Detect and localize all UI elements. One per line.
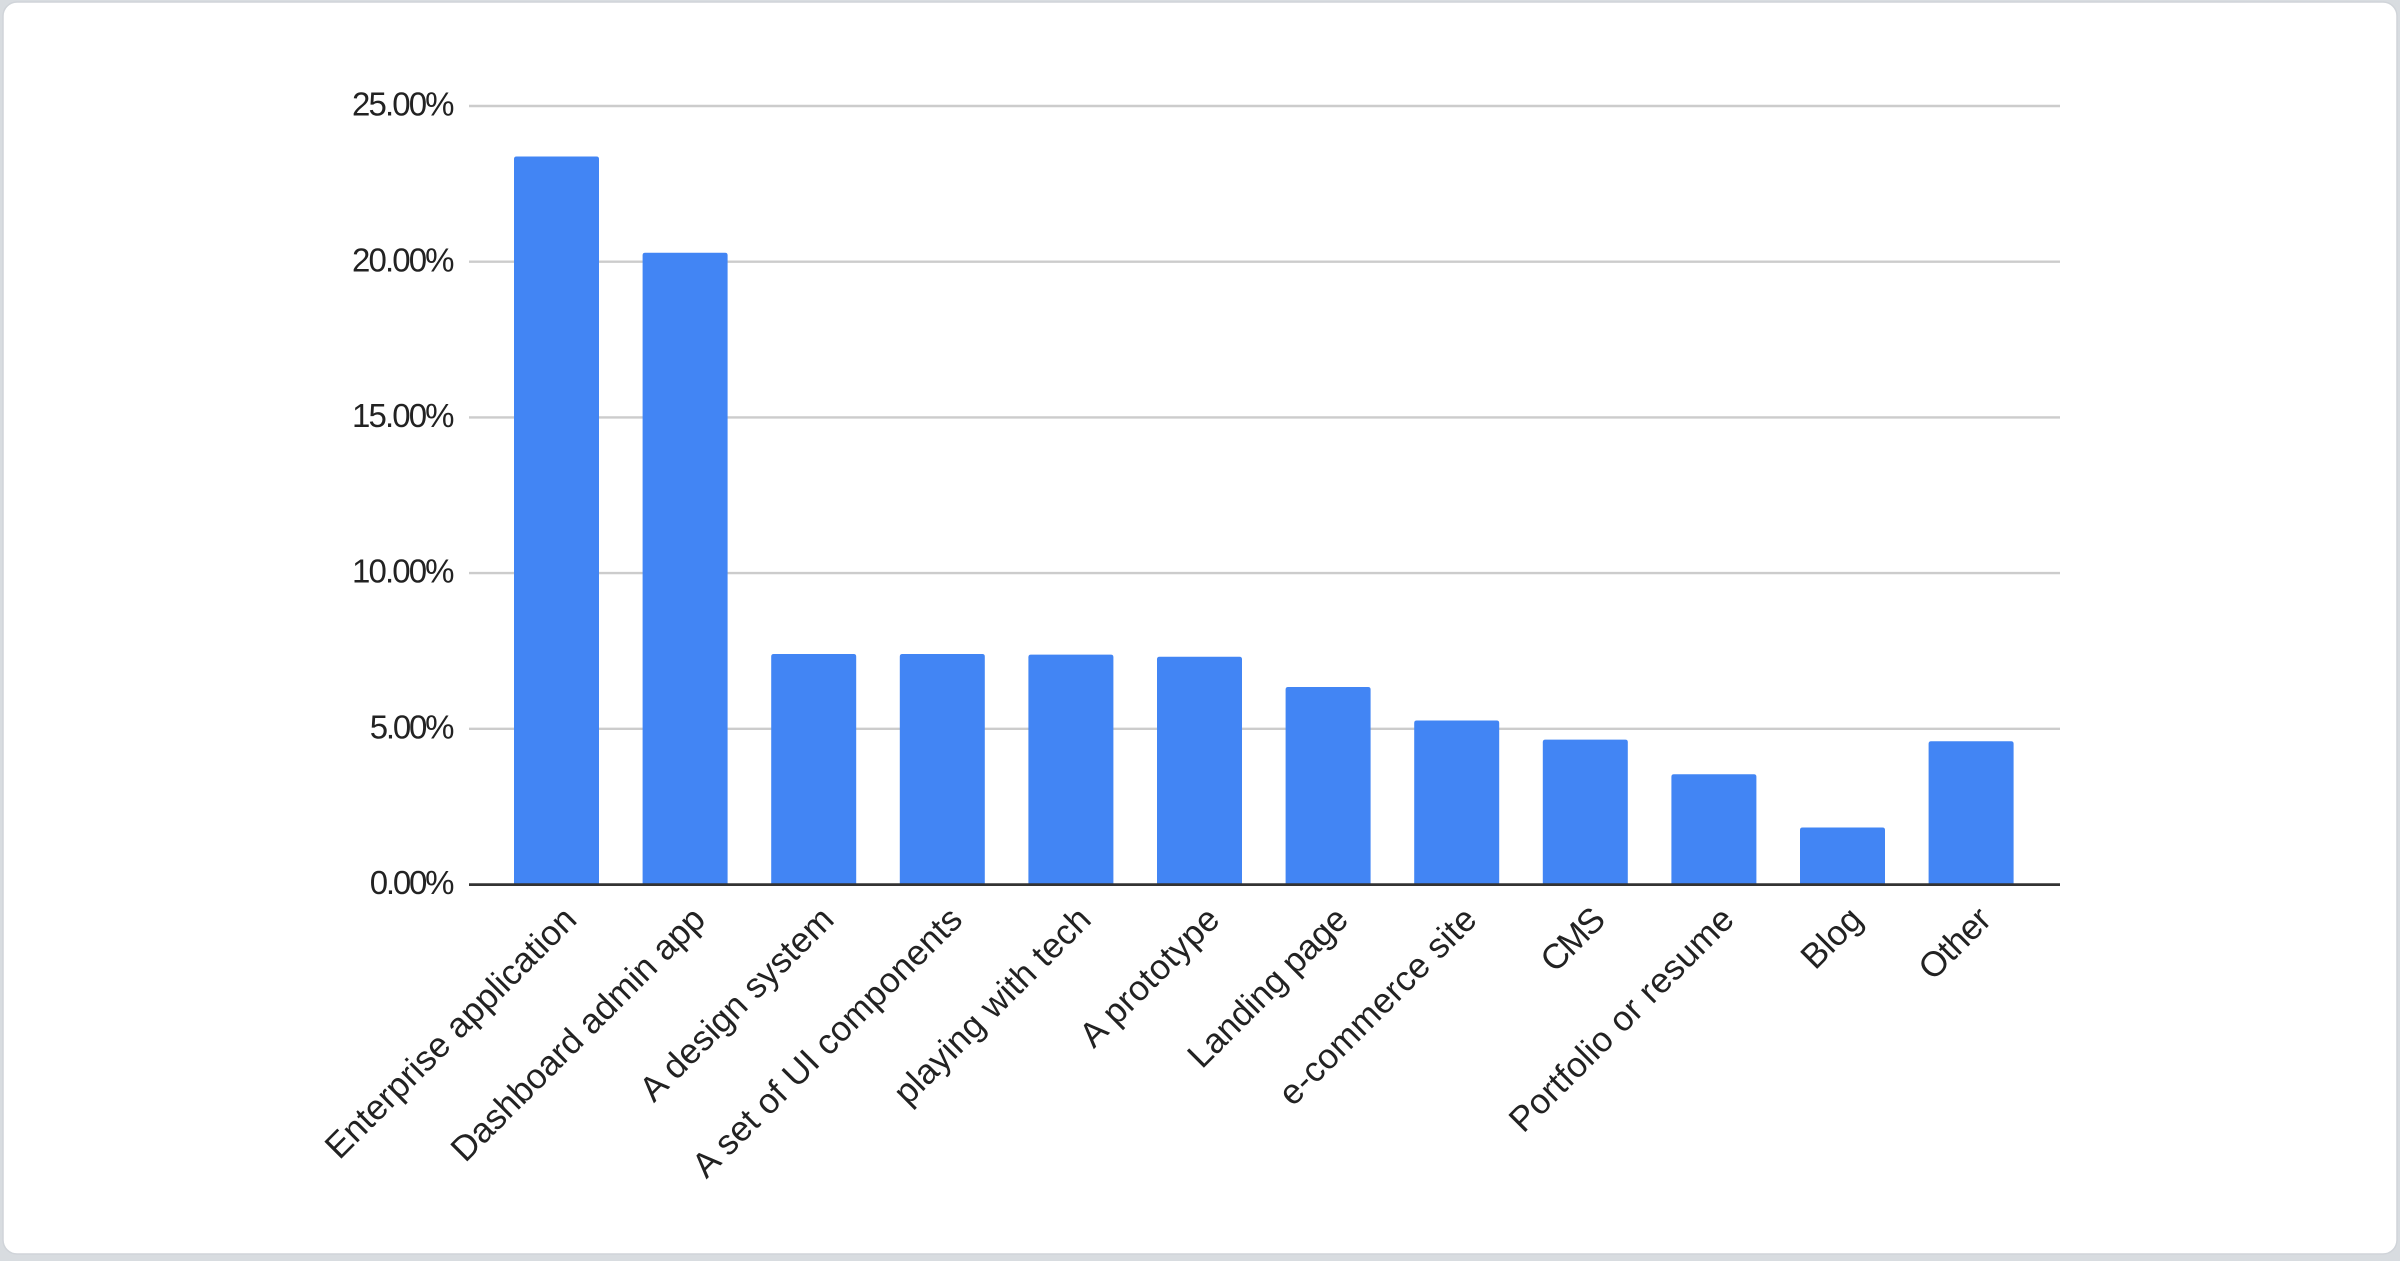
- svg-text:20.00%: 20.00%: [352, 241, 455, 278]
- svg-text:5.00%: 5.00%: [370, 708, 455, 745]
- svg-text:0.00%: 0.00%: [370, 864, 455, 901]
- svg-text:25.00%: 25.00%: [352, 86, 455, 123]
- svg-text:10.00%: 10.00%: [352, 553, 455, 590]
- svg-text:15.00%: 15.00%: [352, 397, 455, 434]
